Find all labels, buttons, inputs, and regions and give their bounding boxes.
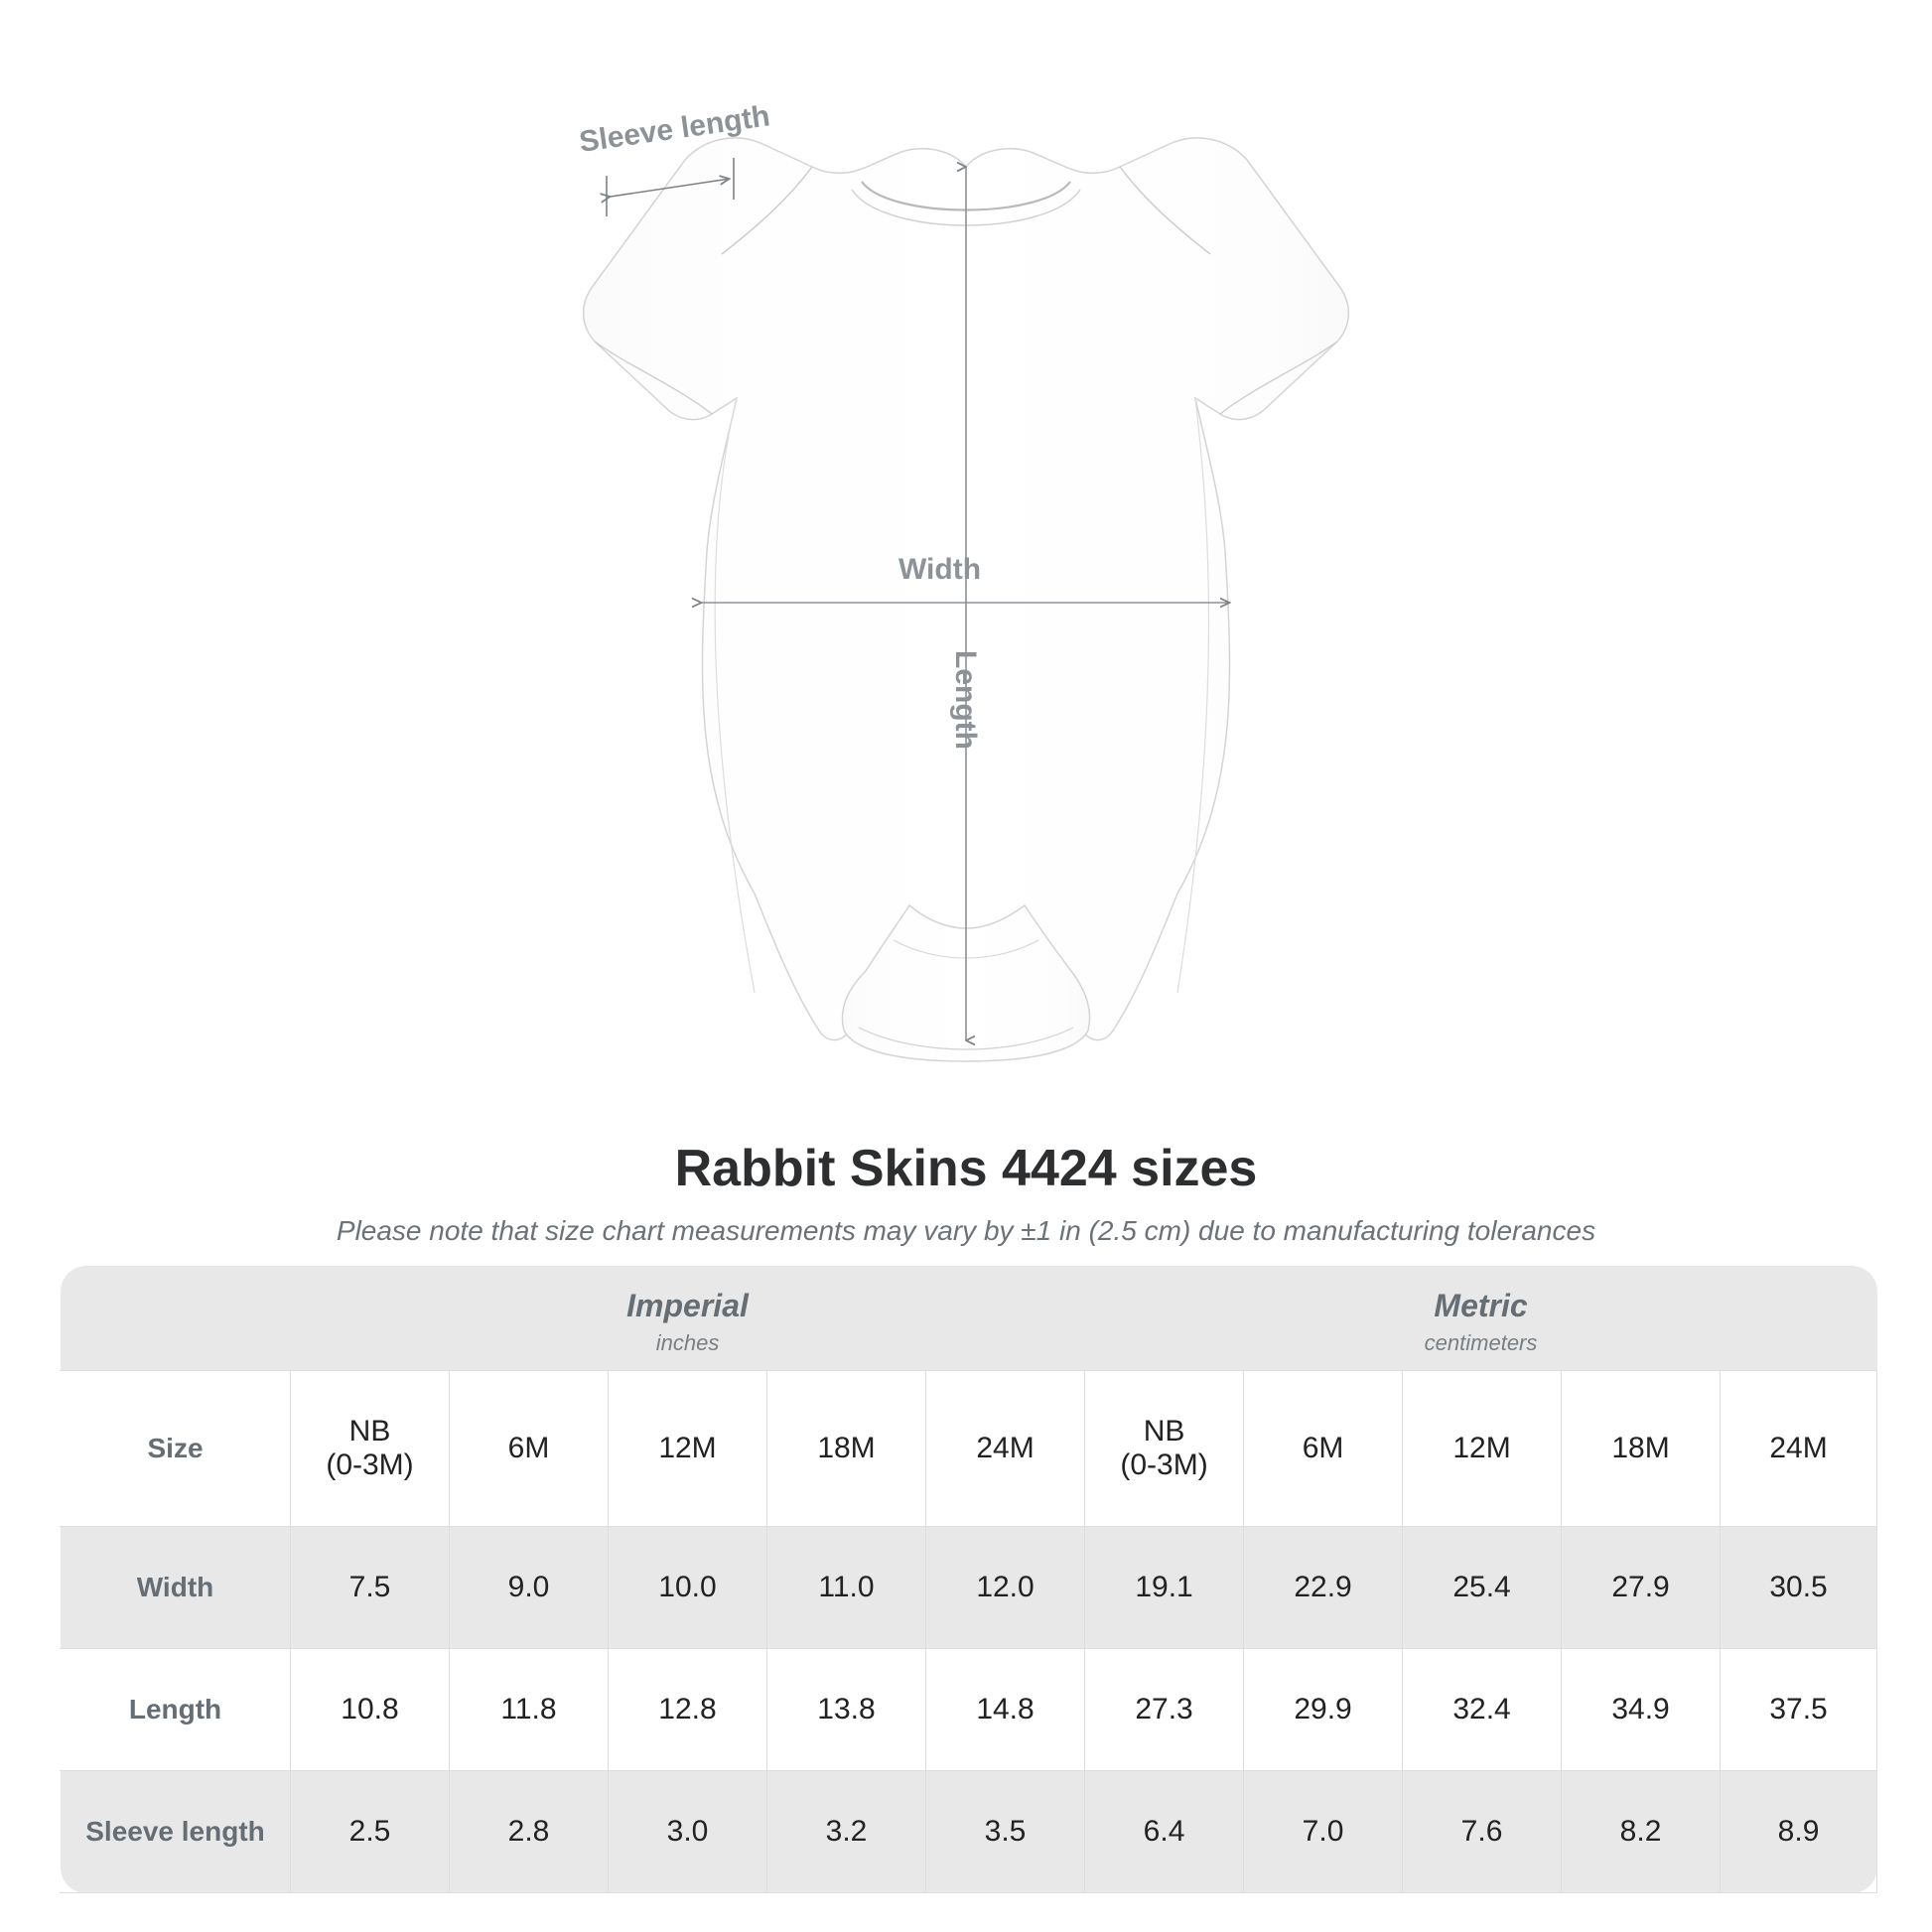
svg-text:Width: Width (898, 553, 981, 586)
svg-text:Length: Length (949, 650, 982, 750)
